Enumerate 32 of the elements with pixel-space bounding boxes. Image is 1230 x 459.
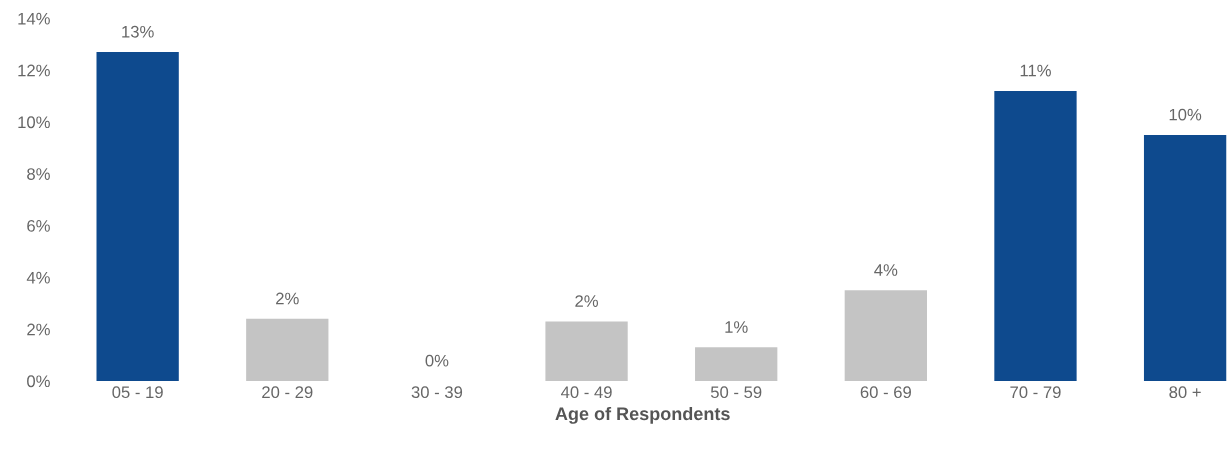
data-label: 2% — [575, 295, 599, 307]
x-tick-label: 40 - 49 — [561, 386, 612, 399]
y-tick-label: 2% — [27, 323, 50, 336]
x-axis-title: Age of Respondents — [555, 406, 730, 424]
y-tick-label: 8% — [27, 168, 50, 180]
bar — [695, 347, 778, 381]
data-label: 11% — [1020, 64, 1051, 77]
data-label: 0% — [425, 354, 449, 367]
x-tick-label: 05 - 19 — [112, 386, 163, 399]
data-label: 13% — [122, 25, 154, 38]
y-tick-label: 14% — [18, 12, 50, 25]
bar — [246, 318, 329, 381]
x-tick-label: 20 - 29 — [262, 386, 313, 399]
y-tick-label: 10% — [18, 116, 50, 129]
bar — [1143, 134, 1227, 381]
bar — [994, 90, 1077, 381]
y-tick-label: 0% — [27, 375, 50, 388]
x-tick-label: 50 - 59 — [710, 386, 762, 399]
bar — [844, 290, 927, 381]
x-tick-label: 70 - 79 — [1010, 386, 1061, 399]
y-tick-label: 4% — [26, 271, 50, 284]
y-tick-label: 12% — [18, 64, 50, 77]
x-tick-label: 30 - 39 — [411, 386, 463, 399]
data-label: 2% — [276, 292, 299, 305]
x-tick-label: 80 + — [1169, 386, 1201, 399]
y-tick-label: 6% — [27, 219, 50, 232]
x-tick-label: 60 - 69 — [860, 386, 911, 399]
data-label: 10% — [1169, 108, 1202, 121]
data-label: 1% — [725, 321, 748, 333]
bar — [96, 52, 179, 381]
data-label: 4% — [874, 264, 898, 276]
bar — [545, 321, 628, 381]
